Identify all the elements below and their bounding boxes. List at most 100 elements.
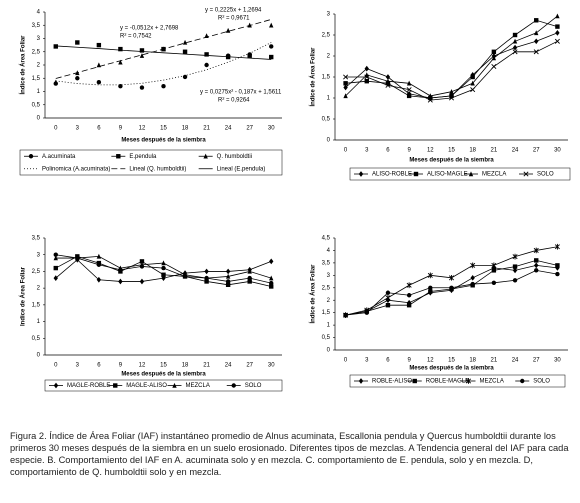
data-point bbox=[385, 74, 391, 80]
x-tick-label: 12 bbox=[139, 363, 146, 369]
data-point bbox=[448, 274, 455, 281]
x-tick-label: 15 bbox=[160, 126, 167, 132]
y-tick-label: 3 bbox=[37, 252, 41, 258]
y-axis-label: Índice de Área Foliar bbox=[309, 47, 317, 107]
legend-label: E.pendula bbox=[129, 154, 157, 160]
y-axis-label: Índice de Área Foliar bbox=[309, 264, 317, 324]
legend-label: SOLO bbox=[245, 383, 262, 389]
legend-label: Lineal (Q. humboldtii) bbox=[129, 166, 186, 172]
data-point bbox=[406, 80, 412, 86]
data-point bbox=[161, 275, 166, 281]
data-point bbox=[269, 258, 274, 265]
x-tick-label: 6 bbox=[97, 126, 101, 132]
x-tick-label: 3 bbox=[76, 126, 80, 132]
data-point bbox=[182, 274, 188, 279]
data-point bbox=[534, 268, 539, 273]
data-point bbox=[269, 275, 274, 281]
data-point bbox=[53, 265, 58, 271]
data-point bbox=[204, 275, 209, 281]
x-tick-label: 6 bbox=[97, 363, 101, 369]
y-tick-label: 3,5 bbox=[322, 260, 331, 266]
y-tick-label: 2 bbox=[37, 286, 41, 292]
legend-marker bbox=[412, 378, 417, 384]
data-point bbox=[533, 49, 539, 55]
x-tick-label: 27 bbox=[246, 126, 253, 132]
data-point bbox=[491, 63, 497, 70]
data-point bbox=[204, 62, 209, 68]
legend-marker bbox=[113, 383, 118, 388]
data-point bbox=[555, 265, 560, 271]
legend-label: MAGLE-ALISO bbox=[126, 383, 167, 389]
series-line bbox=[345, 246, 558, 316]
data-point bbox=[554, 243, 560, 250]
data-point bbox=[512, 267, 518, 274]
legend-marker bbox=[28, 154, 34, 159]
annotation: R² = 0,9264 bbox=[218, 98, 250, 104]
x-axis-label: Meses después de la siembra bbox=[121, 138, 206, 144]
legend-label: SOLO bbox=[537, 172, 554, 178]
y-tick-label: 0,5 bbox=[32, 102, 41, 108]
data-point bbox=[470, 274, 475, 281]
data-point bbox=[534, 18, 539, 23]
data-point bbox=[161, 260, 166, 266]
data-point bbox=[406, 293, 412, 298]
data-point bbox=[512, 38, 518, 44]
data-point bbox=[364, 65, 369, 72]
y-tick-label: 2 bbox=[37, 63, 41, 69]
x-axis-label: Meses después de la siembra bbox=[409, 366, 494, 372]
legend-box bbox=[19, 149, 283, 176]
y-tick-label: 4 bbox=[37, 10, 41, 16]
x-tick-label: 21 bbox=[491, 358, 498, 364]
y-tick-label: 3,5 bbox=[32, 236, 41, 242]
figure: 00,511,522,533,540 3 6 9 12 15 18 21 24 27 30Meses… bbox=[19, 8, 571, 392]
y-tick-label: 2,5 bbox=[322, 285, 331, 291]
data-point bbox=[491, 262, 497, 269]
data-point bbox=[385, 290, 391, 295]
y-tick-label: 1,5 bbox=[32, 76, 41, 82]
x-tick-label: 18 bbox=[182, 363, 189, 369]
y-tick-label: 1 bbox=[327, 96, 331, 102]
legend-label: MAGLE-ROBLE bbox=[67, 383, 110, 389]
data-point bbox=[364, 310, 369, 315]
y-tick-label: 4,5 bbox=[322, 236, 331, 242]
legend-marker bbox=[53, 382, 59, 389]
data-point bbox=[343, 312, 348, 318]
x-tick-label: 9 bbox=[407, 148, 411, 154]
data-point bbox=[96, 262, 102, 267]
data-point bbox=[554, 38, 560, 44]
x-tick-label: 12 bbox=[139, 126, 146, 132]
x-tick-label: 24 bbox=[225, 126, 232, 132]
x-tick-label: 0 bbox=[54, 363, 58, 369]
x-tick-label: 6 bbox=[386, 148, 390, 154]
y-tick-label: 1,5 bbox=[322, 310, 331, 316]
x-tick-label: 27 bbox=[533, 148, 540, 154]
data-point bbox=[139, 264, 145, 269]
data-point bbox=[75, 76, 80, 81]
data-point bbox=[204, 268, 209, 275]
data-point bbox=[448, 95, 455, 101]
annotation: y = 0,2225x + 1,2694 bbox=[205, 8, 262, 14]
data-point bbox=[118, 278, 123, 285]
data-point bbox=[406, 87, 412, 93]
legend-box bbox=[44, 379, 283, 392]
x-tick-label: 24 bbox=[225, 363, 232, 369]
legend-marker bbox=[465, 378, 472, 384]
data-point bbox=[470, 262, 476, 269]
legend-marker bbox=[468, 171, 474, 177]
data-point bbox=[118, 267, 123, 272]
x-tick-label: 30 bbox=[554, 148, 561, 154]
data-point bbox=[161, 265, 166, 271]
series-line bbox=[55, 45, 272, 60]
data-point bbox=[161, 272, 166, 277]
x-tick-label: 12 bbox=[427, 358, 434, 364]
data-point bbox=[225, 273, 231, 279]
y-tick-label: 1 bbox=[327, 323, 331, 329]
data-point bbox=[343, 81, 348, 86]
data-point bbox=[470, 281, 475, 287]
y-tick-label: 2,5 bbox=[322, 33, 331, 39]
x-tick-label: 24 bbox=[512, 358, 519, 364]
y-tick-label: 3 bbox=[327, 273, 331, 279]
legend-label: ALISO-ROBLE bbox=[372, 172, 412, 178]
data-point bbox=[512, 264, 518, 269]
x-tick-label: 18 bbox=[182, 126, 189, 132]
